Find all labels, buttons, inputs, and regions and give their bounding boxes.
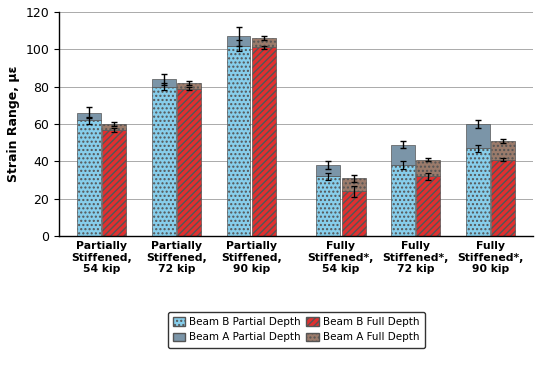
Bar	[152, 87, 176, 236]
Bar	[252, 38, 276, 48]
Bar	[152, 79, 176, 87]
Bar	[391, 145, 415, 165]
Bar	[416, 176, 440, 236]
Bar	[227, 36, 251, 46]
Bar	[491, 141, 515, 160]
Bar	[177, 88, 201, 236]
Bar	[252, 48, 276, 236]
Bar	[466, 124, 490, 148]
Bar	[77, 120, 101, 236]
Bar	[227, 46, 251, 236]
Bar	[466, 148, 490, 236]
Bar	[416, 160, 440, 176]
Y-axis label: Strain Range, με: Strain Range, με	[7, 66, 20, 182]
Bar	[342, 178, 366, 191]
Bar	[77, 113, 101, 120]
Bar	[103, 124, 126, 130]
Bar	[316, 165, 340, 176]
Bar	[177, 83, 201, 88]
Bar	[391, 165, 415, 236]
Bar	[342, 191, 366, 236]
Bar	[491, 160, 515, 236]
Legend: Beam B Partial Depth, Beam A Partial Depth, Beam B Full Depth, Beam A Full Depth: Beam B Partial Depth, Beam A Partial Dep…	[167, 312, 424, 347]
Bar	[103, 130, 126, 236]
Bar	[316, 176, 340, 236]
